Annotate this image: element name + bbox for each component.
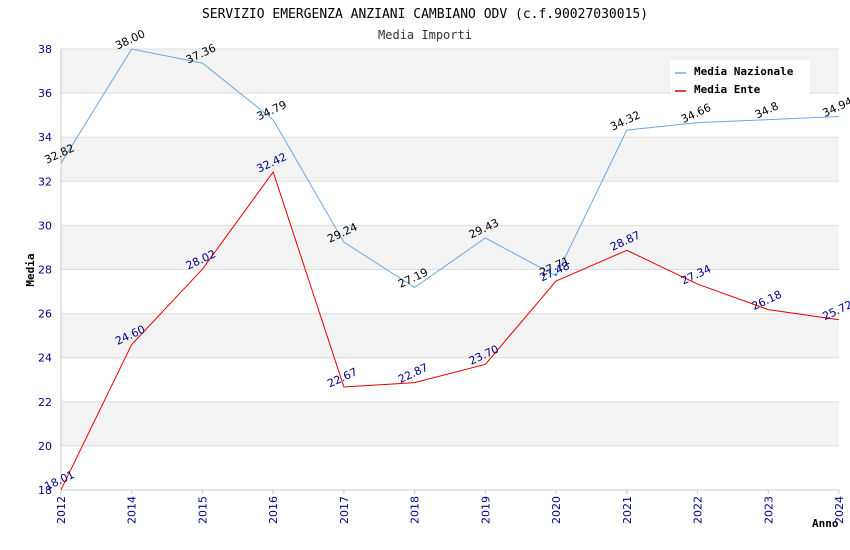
y-axis-label: Media: [24, 253, 37, 286]
data-label-media-nazionale: 34.94: [820, 95, 850, 120]
chart-title: SERVIZIO EMERGENZA ANZIANI CAMBIANO ODV …: [202, 7, 648, 22]
y-tick-label: 34: [38, 131, 52, 144]
data-label-media-ente: 18.01: [42, 468, 76, 493]
x-tick-label: 2012: [55, 496, 68, 524]
x-tick-label: 2018: [409, 496, 422, 524]
y-axis-ticks: 18 20 22 24 26 28 30 32 34 36 38: [38, 43, 52, 497]
legend-box: [670, 60, 810, 94]
series-lines: [60, 48, 840, 491]
data-label-media-nazionale: 34.8: [753, 99, 781, 121]
x-tick-label: 2017: [338, 496, 351, 524]
x-tick-label: 2014: [126, 496, 139, 524]
y-tick-label: 28: [38, 264, 52, 277]
legend-label-media-ente: Media Ente: [694, 83, 761, 96]
y-tick-label: 22: [38, 396, 52, 409]
grid-band: [61, 137, 839, 182]
y-tick-label: 26: [38, 308, 52, 321]
y-tick-label: 36: [38, 87, 52, 100]
y-tick-label: 38: [38, 43, 52, 56]
x-tick-label: 2020: [550, 496, 563, 524]
y-tick-label: 32: [38, 175, 52, 188]
legend-label-media-nazionale: Media Nazionale: [694, 65, 794, 78]
x-tick-label: 2016: [267, 496, 280, 524]
y-tick-label: 20: [38, 440, 52, 453]
series-line-media-ente: [60, 170, 840, 491]
grid-bands: [61, 49, 839, 446]
data-label-media-nazionale: 34.79: [255, 98, 289, 123]
legend: Media Nazionale Media Ente: [670, 60, 810, 96]
x-tick-label: 2023: [762, 496, 775, 524]
grid-band: [61, 313, 839, 358]
x-tick-label: 2015: [196, 496, 209, 524]
x-tick-label: 2024: [833, 496, 846, 524]
y-tick-label: 18: [38, 484, 52, 497]
grid-band: [61, 401, 839, 446]
x-tick-label: 2022: [692, 496, 705, 524]
series-line-media-nazionale: [60, 48, 840, 289]
x-tick-label: 2019: [479, 496, 492, 524]
x-axis-ticks: 2012 2014 2015 2016 2017 2018 2019 2020 2021 2022…: [55, 490, 846, 524]
grid-lines: [61, 48, 839, 491]
y-tick-label: 30: [38, 219, 52, 232]
chart-subtitle: Media Importi: [378, 28, 472, 42]
x-tick-label: 2021: [621, 496, 634, 524]
y-tick-label: 24: [38, 352, 52, 365]
data-label-media-nazionale: 34.32: [608, 108, 642, 133]
x-axis-label: Anno: [812, 517, 839, 530]
